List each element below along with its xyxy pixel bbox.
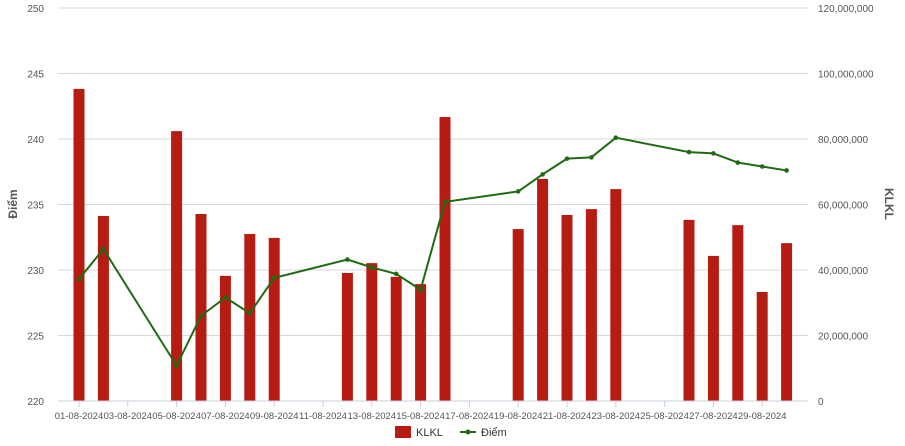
gridlines [58, 7, 808, 336]
line-point [784, 168, 789, 173]
line-point [515, 189, 521, 194]
y-axis-right: 0 20,000,000 40,000,000 60,000,000 80,000,00… [818, 4, 874, 408]
bar [219, 275, 231, 401]
bar [390, 276, 402, 401]
y-left-tick-label: 235 [27, 201, 44, 212]
y-left-title: Điểm [6, 189, 20, 218]
line-point [735, 160, 741, 165]
line-point [247, 310, 253, 316]
y-left-tick-label: 250 [27, 4, 44, 15]
line-point [759, 164, 765, 169]
legend-marker-diem [465, 429, 471, 435]
legend-label-diem: Điểm [481, 427, 507, 439]
bar [781, 243, 793, 401]
line-point [223, 295, 228, 300]
line-point [369, 265, 375, 270]
line-point [613, 135, 619, 140]
line-diem [76, 135, 789, 368]
y-right-tick-label: 100,000,000 [818, 70, 874, 81]
line-point [711, 151, 716, 156]
bar [244, 233, 256, 401]
bar [537, 178, 549, 401]
y-left-tick-label: 220 [27, 397, 44, 408]
y-right-tick-label: 20,000,000 [818, 332, 868, 343]
line-point [686, 149, 692, 155]
legend-item-diem[interactable]: Điểm [460, 427, 507, 439]
bar [585, 209, 597, 401]
bar [366, 263, 378, 401]
line-point [198, 313, 204, 319]
bar [561, 214, 573, 401]
x-tick-label: 17-08-2024 [445, 411, 494, 422]
x-tick-label: 25-08-2024 [640, 411, 689, 422]
line-path [78, 136, 787, 368]
bar [439, 117, 451, 402]
x-tick-label: 13-08-2024 [347, 411, 396, 422]
line-point [271, 275, 277, 281]
bar [195, 213, 207, 401]
line-point [589, 155, 594, 160]
line-point [442, 199, 448, 205]
bar [683, 219, 695, 401]
y-right-tick-label: 40,000,000 [818, 266, 868, 277]
line-point [418, 287, 423, 292]
x-tick-label: 15-08-2024 [396, 411, 445, 422]
legend-swatch-klkl [395, 426, 411, 438]
bar [756, 291, 768, 401]
y-left-tick-label: 225 [27, 332, 44, 343]
x-tick-label: 19-08-2024 [494, 411, 543, 422]
y-right-title: KLKL [882, 188, 896, 220]
bar [512, 229, 524, 401]
x-tick-label: 27-08-2024 [689, 411, 738, 422]
y-left-tick-label: 240 [27, 135, 44, 146]
x-axis: 01-08-2024 03-08-2024 05-08-2024 07-08-2024… [55, 400, 808, 422]
line-point [101, 246, 106, 252]
y-axis-left: 220 225 230 235 240 245 250 [27, 4, 44, 408]
x-tick-label: 07-08-2024 [201, 411, 250, 422]
legend-item-klkl[interactable]: KLKL [395, 426, 443, 439]
x-tick-label: 03-08-2024 [103, 411, 152, 422]
bar [268, 237, 280, 401]
x-tick-label: 05-08-2024 [152, 411, 201, 422]
line-point [540, 172, 545, 177]
bar [171, 131, 183, 401]
bar [732, 225, 744, 401]
line-point [564, 156, 570, 161]
y-right-tick-label: 80,000,000 [818, 135, 868, 146]
y-left-tick-label: 230 [27, 266, 44, 277]
legend: KLKL Điểm [395, 426, 507, 439]
y-left-tick-label: 245 [27, 70, 44, 81]
x-tick-label: 11-08-2024 [299, 411, 347, 422]
bar [415, 284, 427, 401]
x-tick-label: 29-08-2024 [738, 411, 787, 422]
y-right-tick-label: 60,000,000 [818, 201, 868, 212]
x-tick-label: 23-08-2024 [591, 411, 640, 422]
legend-label-klkl: KLKL [416, 427, 443, 439]
x-tick-label: 21-08-2024 [543, 411, 592, 422]
bar [610, 189, 622, 401]
y-right-tick-label: 0 [818, 397, 824, 408]
y-right-tick-label: 120,000,000 [818, 4, 874, 15]
bars-klkl [73, 88, 793, 402]
line-point [345, 257, 350, 262]
bar [707, 255, 719, 401]
bar [73, 88, 85, 401]
bar [97, 215, 109, 401]
x-tick-label: 01-08-2024 [55, 411, 104, 422]
x-tick-label: 09-08-2024 [250, 411, 299, 422]
line-point [174, 363, 179, 368]
bar [341, 272, 353, 401]
line-point [76, 276, 82, 282]
line-point [393, 271, 399, 277]
